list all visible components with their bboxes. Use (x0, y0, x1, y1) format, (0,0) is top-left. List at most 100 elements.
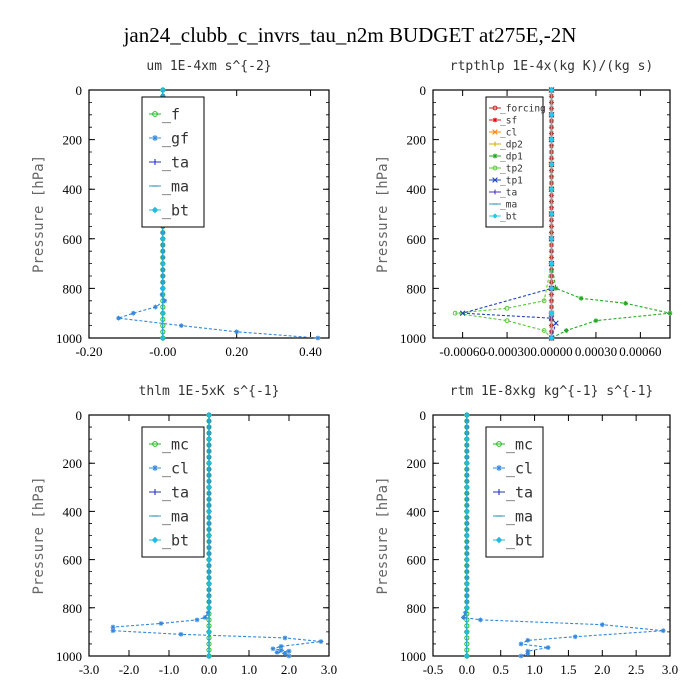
data-point (315, 335, 321, 341)
data-point (541, 298, 547, 304)
data-point (518, 641, 524, 647)
data-point (116, 315, 121, 321)
y-tick-label: 800 (63, 281, 83, 296)
y-axis-label: Pressure [hPa] (31, 155, 47, 273)
y-tick-label: 600 (407, 232, 427, 247)
y-tick-label: 1000 (400, 649, 426, 664)
data-point (463, 556, 470, 563)
chart-panel-4: rtm 1E-8xkg kg^{-1} s^{-1} Pressure [hPa]… (375, 384, 678, 677)
data-point (660, 628, 666, 634)
data-point (206, 412, 212, 418)
data-point (518, 653, 524, 659)
data-point (130, 310, 136, 316)
y-tick-label: 200 (63, 133, 83, 148)
legend-marker (492, 213, 498, 219)
legend-marker (151, 536, 159, 544)
data-point (153, 304, 158, 310)
legend-label: _tp2 (500, 163, 523, 174)
y-tick-label: 800 (407, 281, 427, 296)
data-point (572, 634, 578, 640)
data-point (286, 648, 292, 654)
data-point (548, 335, 555, 341)
data-point (206, 460, 212, 467)
legend-label: _ta (506, 483, 533, 501)
panel-title: um 1E-4xm s^{-2} (146, 59, 271, 74)
x-tick-label: 2.0 (281, 662, 297, 677)
legend-label: _ma (162, 177, 189, 195)
chart-panel-1: um 1E-4xm s^{-2} Pressure [hPa] 0 200 400 600… (31, 59, 330, 359)
data-point (194, 617, 200, 623)
legend-label: _bt (162, 201, 189, 219)
data-point (599, 622, 605, 628)
legend-marker (496, 489, 502, 495)
x-tick-label: -1.0 (159, 662, 180, 677)
data-point (548, 136, 555, 143)
y-tick-label: 800 (407, 601, 427, 616)
data-point (525, 648, 531, 654)
legend-marker (492, 141, 498, 147)
legend: _mc _cl _ta _ma _bt (141, 426, 205, 558)
legend-marker (496, 465, 502, 471)
data-point (578, 295, 584, 301)
data-point (234, 329, 240, 335)
y-tick-label: 400 (63, 504, 83, 519)
y-tick-label: 0 (76, 408, 83, 423)
panel-title: rtm 1E-8xkg kg^{-1} s^{-1} (450, 384, 654, 399)
data-point (548, 186, 555, 193)
y-axis-label: Pressure [hPa] (375, 476, 391, 594)
x-tick-label: -0.5 (423, 662, 444, 677)
x-tick-label: 0.00060 (619, 344, 661, 359)
data-point (463, 532, 470, 539)
data-point (206, 604, 212, 611)
data-point (553, 320, 559, 326)
x-tick-label: 1.0 (241, 662, 257, 677)
legend-marker (152, 441, 158, 447)
data-point (459, 310, 466, 316)
series-dp1 (549, 87, 673, 341)
data-point (282, 635, 288, 641)
legend-label: _ta (162, 483, 189, 501)
data-point (548, 285, 555, 292)
data-point (553, 286, 559, 291)
data-point (159, 310, 166, 317)
data-point (278, 647, 284, 653)
data-point (159, 235, 166, 242)
legend-marker (492, 189, 498, 195)
data-point (463, 508, 470, 515)
data-point (461, 615, 466, 620)
legend-label: _bt (500, 211, 517, 222)
data-point (525, 651, 531, 656)
y-tick-label: 600 (63, 232, 83, 247)
chart-panels: um 1E-4xm s^{-2} Pressure [hPa] 0 200 400 600… (31, 59, 678, 677)
y-tick-label: 400 (407, 182, 427, 197)
data-point (178, 323, 184, 328)
legend-label: _sf (500, 115, 517, 126)
data-point (159, 260, 166, 267)
legend-label: _ma (500, 199, 517, 210)
x-tick-label: 1.0 (526, 662, 542, 677)
data-point (206, 580, 212, 587)
legend: _forcing_sf_cl_dp2_dp1_tp2_tp1_ta_ma_bt (485, 96, 546, 228)
x-tick-label: -3.0 (79, 662, 100, 677)
y-tick-label: 200 (407, 133, 427, 148)
data-point (278, 643, 284, 649)
data-point (206, 508, 212, 515)
data-point (158, 621, 164, 626)
panel-title: rtpthlp 1E-4x(kg K)/(kg s) (450, 59, 654, 74)
data-point (202, 615, 208, 620)
legend-label: _f (162, 105, 180, 123)
data-point (206, 556, 212, 563)
figure-title: jan24_clubb_c_invrs_tau_n2m BUDGET at275… (123, 23, 577, 47)
legend-marker (152, 489, 158, 495)
data-point (206, 532, 212, 539)
data-point (548, 161, 555, 168)
data-point (463, 610, 468, 616)
data-point (452, 310, 458, 316)
data-point (463, 580, 470, 587)
legend-marker (152, 159, 158, 165)
y-tick-label: 200 (63, 456, 83, 471)
data-point (548, 310, 555, 317)
data-point (286, 653, 292, 659)
legend-label: _tp1 (500, 175, 523, 186)
data-point (525, 637, 531, 643)
